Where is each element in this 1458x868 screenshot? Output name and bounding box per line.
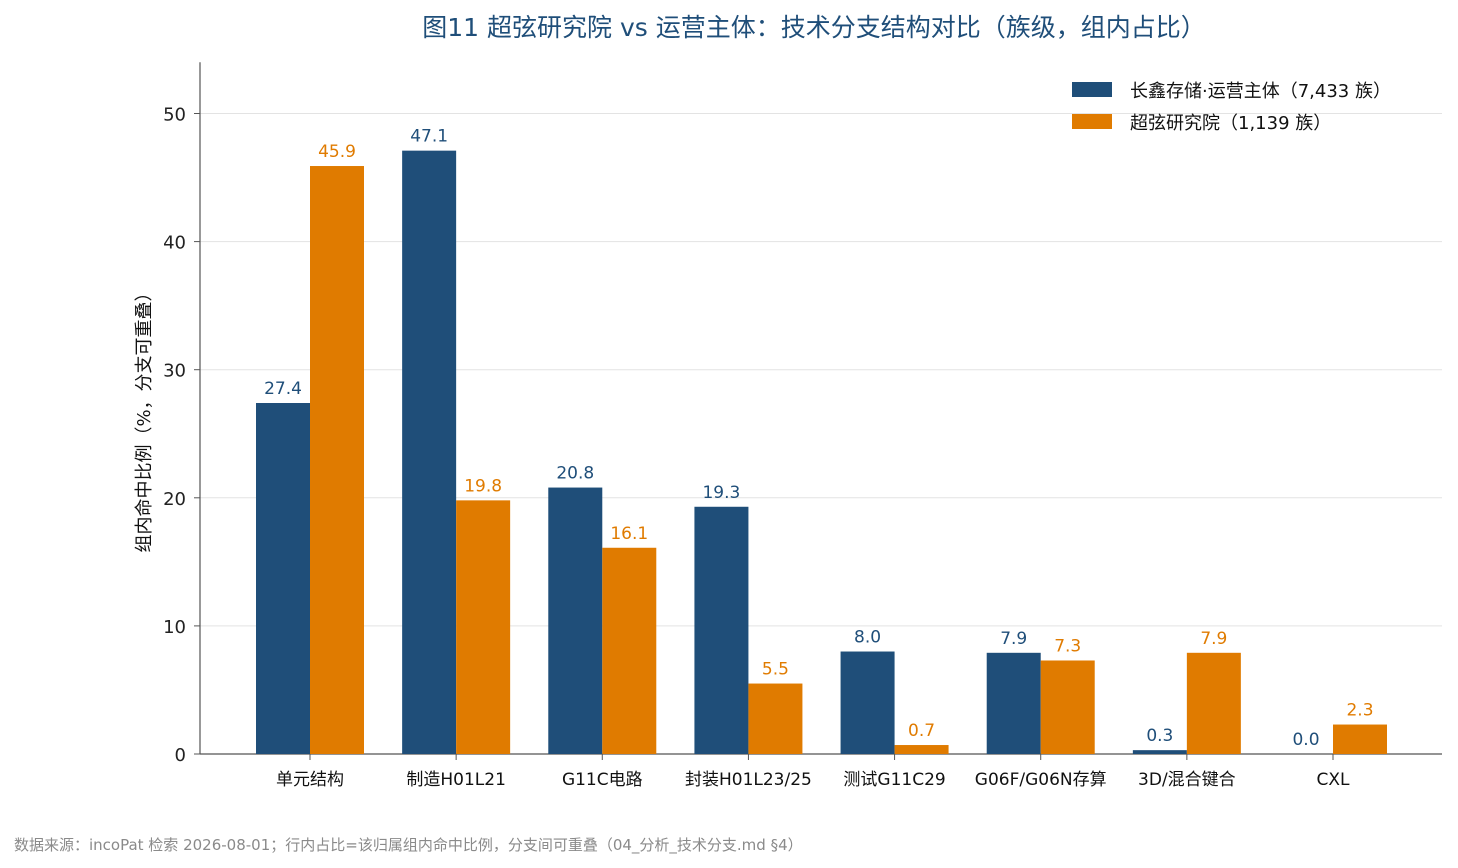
- data-label: 7.3: [1054, 636, 1081, 656]
- bar: [1040, 660, 1095, 754]
- data-label: 5.5: [762, 660, 789, 680]
- data-label: 45.9: [318, 142, 356, 162]
- bar: [402, 150, 457, 755]
- y-tick-label: 0: [175, 745, 186, 766]
- legend: 长鑫存储·运营主体（7,433 族） 超弦研究院（1,139 族）: [1072, 81, 1391, 134]
- bar: [1186, 652, 1241, 754]
- data-label: 7.9: [1200, 629, 1227, 649]
- data-label: 8.0: [854, 628, 881, 648]
- y-tick-label: 20: [163, 489, 186, 510]
- x-category-label: 3D/混合键合: [1138, 770, 1236, 790]
- x-category-label: 封装H01L23/25: [685, 770, 812, 790]
- y-tick-label: 30: [163, 361, 186, 382]
- data-label: 19.8: [464, 476, 502, 496]
- bar: [256, 403, 310, 754]
- data-label: 7.9: [1000, 629, 1027, 649]
- bar: [840, 651, 895, 754]
- bar: [456, 500, 511, 754]
- data-label: 27.4: [264, 379, 302, 399]
- bar: [694, 506, 749, 754]
- x-category-label: G06F/G06N存算: [975, 770, 1107, 790]
- bar: [1333, 724, 1387, 754]
- data-label: 20.8: [556, 464, 594, 484]
- legend-entry: 超弦研究院（1,139 族）: [1130, 113, 1331, 134]
- axes: [199, 62, 1442, 760]
- y-tick-label: 50: [163, 105, 186, 126]
- data-label: 19.3: [702, 483, 740, 503]
- gridlines: [200, 113, 1442, 627]
- bar: [1132, 750, 1187, 754]
- data-label: 0.7: [908, 721, 935, 741]
- source-note: 数据来源：incoPat 检索 2026-08-01；行内占比=该归属组内命中比…: [14, 836, 803, 855]
- y-axis-label: 组内命中比例（%，分支可重叠）: [134, 283, 155, 552]
- x-category-label: 单元结构: [276, 770, 344, 790]
- y-tick-label: 10: [163, 617, 186, 638]
- data-label: 0.3: [1146, 726, 1173, 746]
- data-labels: 27.4 45.9 47.1 19.8 20.8 16.1 19.3 5.5 8.0 0.7 7.9…: [264, 127, 1373, 750]
- y-axis-ticks: 0 10 20 30 40 50: [163, 105, 200, 766]
- x-axis-categories: 单元结构 制造H01L21 G11C电路 封装H01L23/25 测试G11C29 G06…: [276, 770, 1350, 790]
- x-category-label: 制造H01L21: [406, 770, 506, 790]
- chart-title: 图11 超弦研究院 vs 运营主体：技术分支结构对比（族级，组内占比）: [422, 13, 1205, 42]
- legend-entry: 长鑫存储·运营主体（7,433 族）: [1130, 81, 1391, 102]
- bar: [894, 745, 949, 754]
- bar: [748, 683, 803, 754]
- data-label: 0.0: [1292, 730, 1319, 750]
- bar: [602, 547, 657, 754]
- bars: [256, 150, 1387, 755]
- data-label: 16.1: [610, 524, 648, 544]
- x-category-label: 测试G11C29: [843, 770, 945, 790]
- bar: [548, 487, 603, 754]
- legend-swatch: [1072, 114, 1112, 129]
- data-label: 2.3: [1346, 701, 1373, 721]
- bar: [986, 652, 1041, 754]
- x-category-label: G11C电路: [562, 770, 643, 790]
- y-tick-label: 40: [163, 233, 186, 254]
- data-label: 47.1: [410, 127, 448, 147]
- x-category-label: CXL: [1317, 770, 1351, 790]
- legend-swatch: [1072, 82, 1112, 97]
- bar: [310, 166, 364, 754]
